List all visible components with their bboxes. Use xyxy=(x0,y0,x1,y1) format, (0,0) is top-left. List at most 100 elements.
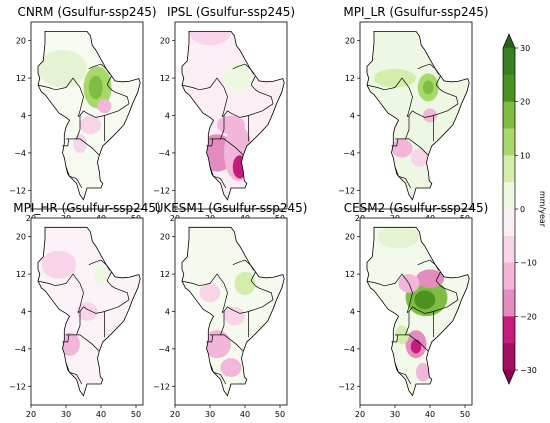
national-border xyxy=(412,271,459,314)
y-tick-label: −4 xyxy=(14,149,26,158)
national-border xyxy=(65,166,83,189)
colorbar-segment xyxy=(503,155,515,183)
y-tick-label: −12 xyxy=(153,382,170,391)
national-border xyxy=(366,77,413,118)
colorbar-tick-label: 30 xyxy=(520,44,530,53)
anomaly-patch xyxy=(220,358,242,377)
anomaly-patch xyxy=(423,80,434,95)
x-tick-label: 30 xyxy=(61,410,71,419)
panel-title: MPI_LR (Gsulfur-ssp245) xyxy=(343,5,488,19)
y-tick-label: 20 xyxy=(345,233,355,242)
anomaly-patch xyxy=(189,31,231,46)
y-tick-label: −12 xyxy=(338,186,355,195)
colorbar-segment xyxy=(503,235,515,263)
national-border xyxy=(219,115,244,156)
y-tick-label: −12 xyxy=(9,186,26,195)
national-border xyxy=(181,273,228,314)
national-border xyxy=(75,115,100,156)
map-panel-5: UKESM1 (Gsulfur-ssp245) 20 30 40 50 20 12 4 −4 −1… xyxy=(153,201,307,419)
x-tick-label: 30 xyxy=(205,410,215,419)
y-tick-label: 12 xyxy=(345,74,355,83)
anomaly-patch xyxy=(73,134,87,153)
colorbar-segment xyxy=(503,343,515,371)
colorbar-segment xyxy=(503,316,515,344)
y-tick-label: 20 xyxy=(16,233,26,242)
national-border xyxy=(366,273,413,314)
anomaly-patch xyxy=(203,330,231,359)
anomaly-patch xyxy=(199,283,221,303)
y-tick-label: −4 xyxy=(158,149,170,158)
national-border xyxy=(219,311,244,352)
colorbar-tick-label: −20 xyxy=(520,312,537,321)
y-tick-label: 12 xyxy=(345,270,355,279)
anomaly-patch xyxy=(88,75,103,100)
y-tick-label: 12 xyxy=(16,74,26,83)
anomaly-patch xyxy=(224,64,252,93)
coastline xyxy=(37,31,141,201)
national-border xyxy=(181,77,228,118)
panel-title: CESM2 (Gsulfur-ssp245) xyxy=(344,201,489,215)
y-tick-label: −4 xyxy=(343,345,355,354)
colorbar-segment xyxy=(503,262,515,290)
anomaly-patch xyxy=(80,115,101,135)
x-tick-label: 50 xyxy=(460,410,470,419)
map-panels: CNRM (Gsulfur-ssp245) 20 30 40 50 20 12 4 −4 −12 I… xyxy=(9,5,488,419)
panel-title: MPI_HR (Gsulfur-ssp245) xyxy=(13,201,161,215)
anomaly-patch xyxy=(416,269,444,289)
colorbar-segment xyxy=(503,101,515,129)
national-border xyxy=(394,362,412,385)
anomaly-patch xyxy=(374,68,416,88)
y-tick-label: 4 xyxy=(21,112,26,121)
colorbar-segment xyxy=(503,48,515,76)
national-border xyxy=(417,259,440,271)
national-border xyxy=(75,311,100,352)
map-panel-6: CESM2 (Gsulfur-ssp245) 20 30 40 50 20 12 4 −4 −12 xyxy=(338,201,488,419)
national-border xyxy=(37,77,84,118)
colorbar-segment xyxy=(503,182,515,210)
colorbar-segment xyxy=(503,209,515,237)
anomaly-patch xyxy=(391,138,413,158)
colorbar-segment xyxy=(503,289,515,317)
y-tick-label: 20 xyxy=(16,37,26,46)
colorbar-segment xyxy=(503,74,515,102)
y-tick-label: 4 xyxy=(350,112,355,121)
national-border xyxy=(83,75,130,118)
national-border xyxy=(227,271,274,314)
national-border xyxy=(412,75,459,118)
anomaly-patch xyxy=(224,306,245,326)
x-tick-label: 50 xyxy=(275,410,285,419)
national-border xyxy=(62,138,70,147)
colorbar-tick-label: 10 xyxy=(520,151,530,160)
coastline xyxy=(366,226,470,397)
anomaly-patch xyxy=(410,339,422,354)
colorbar-tick-label: −30 xyxy=(520,366,537,375)
coastline xyxy=(366,31,470,201)
panel-title: UKESM1 (Gsulfur-ssp245) xyxy=(155,201,308,215)
y-tick-label: 20 xyxy=(345,37,355,46)
anomaly-patch xyxy=(414,290,436,310)
anomaly-patch xyxy=(76,302,98,321)
colorbar-tick-label: −10 xyxy=(520,259,537,268)
national-border xyxy=(206,138,214,147)
national-border xyxy=(88,259,111,271)
colorbar-unit-label: mm/year xyxy=(538,191,547,228)
national-border xyxy=(404,115,429,156)
anomaly-patch xyxy=(423,108,437,123)
x-tick-label: 50 xyxy=(131,410,141,419)
panel-title: CNRM (Gsulfur-ssp245) xyxy=(17,5,156,19)
national-border xyxy=(88,63,111,75)
colorbar-bottom-extend xyxy=(503,370,515,384)
national-border xyxy=(62,334,70,343)
x-tick-label: 20 xyxy=(355,410,365,419)
coastline xyxy=(37,226,141,397)
national-border xyxy=(206,334,214,343)
y-tick-label: 4 xyxy=(165,112,170,121)
national-border xyxy=(37,273,84,314)
anomaly-patch xyxy=(41,250,77,279)
y-tick-label: 4 xyxy=(165,308,170,317)
y-tick-label: −4 xyxy=(343,149,355,158)
national-border xyxy=(391,334,399,343)
